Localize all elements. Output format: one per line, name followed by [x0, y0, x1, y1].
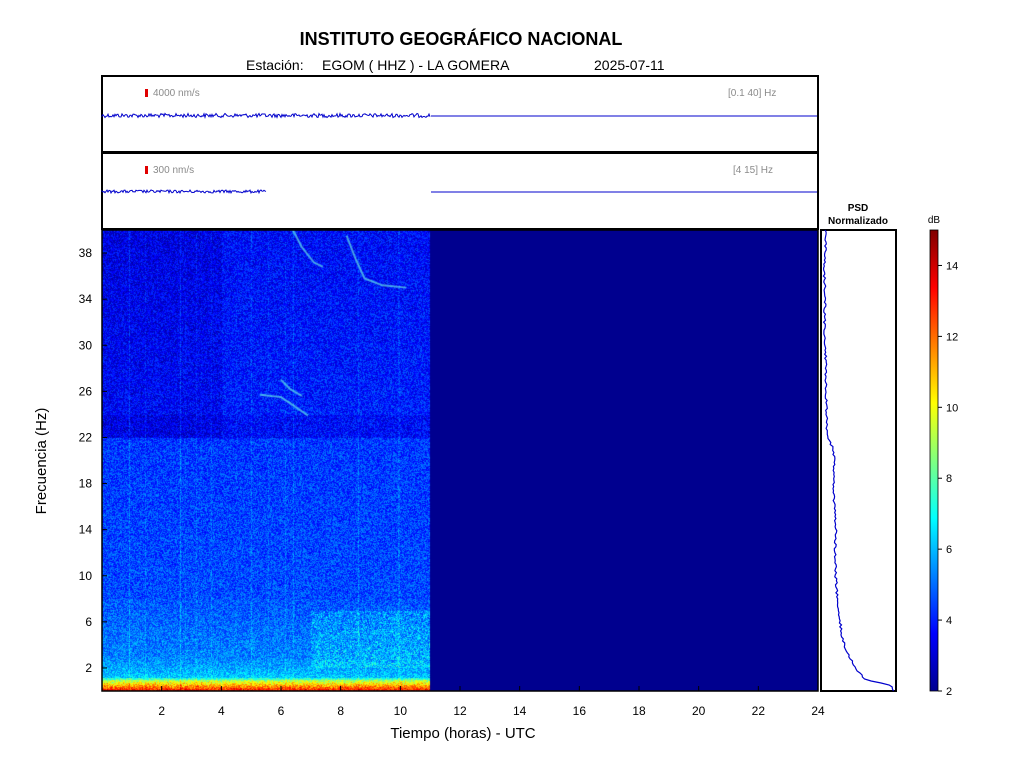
trace2-waveform: [101, 188, 267, 195]
y-tick-label: 14: [79, 523, 93, 537]
y-tick-label: 2: [85, 661, 92, 675]
x-axis-label: Tiempo (horas) - UTC: [390, 725, 535, 742]
x-tick-label: 4: [218, 704, 225, 718]
x-tick-label: 18: [632, 704, 646, 718]
trace1-band-label: [0.1 40] Hz: [728, 88, 776, 99]
colorbar-unit: dB: [928, 215, 941, 226]
trace2-scale-label: 300 nm/s: [153, 165, 194, 176]
scale-bar-marker: [145, 166, 148, 174]
trace-panel-broadband: 4000 nm/s [0.1 40] Hz: [101, 75, 819, 153]
station-label: Estación:: [246, 57, 304, 73]
psd-curve: [822, 229, 895, 692]
colorbar-tick-label: 8: [946, 473, 952, 485]
y-tick-label: 30: [79, 338, 93, 352]
trace1-scale-label: 4000 nm/s: [153, 88, 200, 99]
x-tick-label: 16: [573, 704, 587, 718]
colorbar-tick-label: 6: [946, 544, 952, 556]
y-axis-label: Frecuencia (Hz): [33, 408, 50, 515]
trace2-band-label: [4 15] Hz: [733, 165, 773, 176]
x-tick-label: 2: [158, 704, 165, 718]
x-tick-label: 14: [513, 704, 527, 718]
y-tick-label: 22: [79, 430, 93, 444]
y-tick-label: 6: [85, 615, 92, 629]
colorbar-tick-label: 4: [946, 615, 952, 627]
date-label: 2025-07-11: [594, 57, 665, 73]
x-tick-label: 12: [453, 704, 467, 718]
trace-panel-filtered: 300 nm/s [4 15] Hz: [101, 152, 819, 230]
x-tick-label: 10: [394, 704, 408, 718]
x-tick-label: 22: [752, 704, 766, 718]
psd-title-line2: Normalizado: [828, 216, 888, 227]
colorbar-tick-label: 10: [946, 402, 958, 414]
psd-title-line1: PSD: [848, 203, 869, 214]
figure-title: INSTITUTO GEOGRÁFICO NACIONAL: [300, 28, 623, 49]
spectrogram-panel: 2 4 6 8 10 12 14 16 18 20 22 24 261014182226303438 …: [33, 229, 825, 742]
colorbar-tick-label: 12: [946, 331, 958, 343]
y-tick-label: 34: [79, 292, 93, 306]
y-tick-label: 18: [79, 477, 93, 491]
station-name: EGOM ( HHZ ) - LA GOMERA: [322, 57, 510, 73]
x-axis-ticks: 2 4 6 8 10 12 14 16 18 20 22 24: [158, 686, 825, 718]
colorbar: dB 2 4 6 8 10 12 14: [928, 215, 958, 698]
spectrogram-heatmap: [102, 230, 818, 691]
y-tick-label: 26: [79, 384, 93, 398]
x-tick-label: 24: [811, 704, 825, 718]
colorbar-ticks: 2 4 6 8 10 12 14: [938, 260, 958, 698]
x-tick-label: 8: [337, 704, 344, 718]
trace1-waveform: [101, 112, 431, 119]
y-tick-label: 38: [79, 246, 93, 260]
colorbar-tick-label: 2: [946, 686, 952, 698]
psd-panel: PSD Normalizado: [820, 203, 897, 692]
x-tick-label: 6: [278, 704, 285, 718]
colorbar-tick-label: 14: [946, 260, 958, 272]
x-tick-label: 20: [692, 704, 706, 718]
y-tick-label: 10: [79, 569, 93, 583]
scale-bar-marker: [145, 89, 148, 97]
